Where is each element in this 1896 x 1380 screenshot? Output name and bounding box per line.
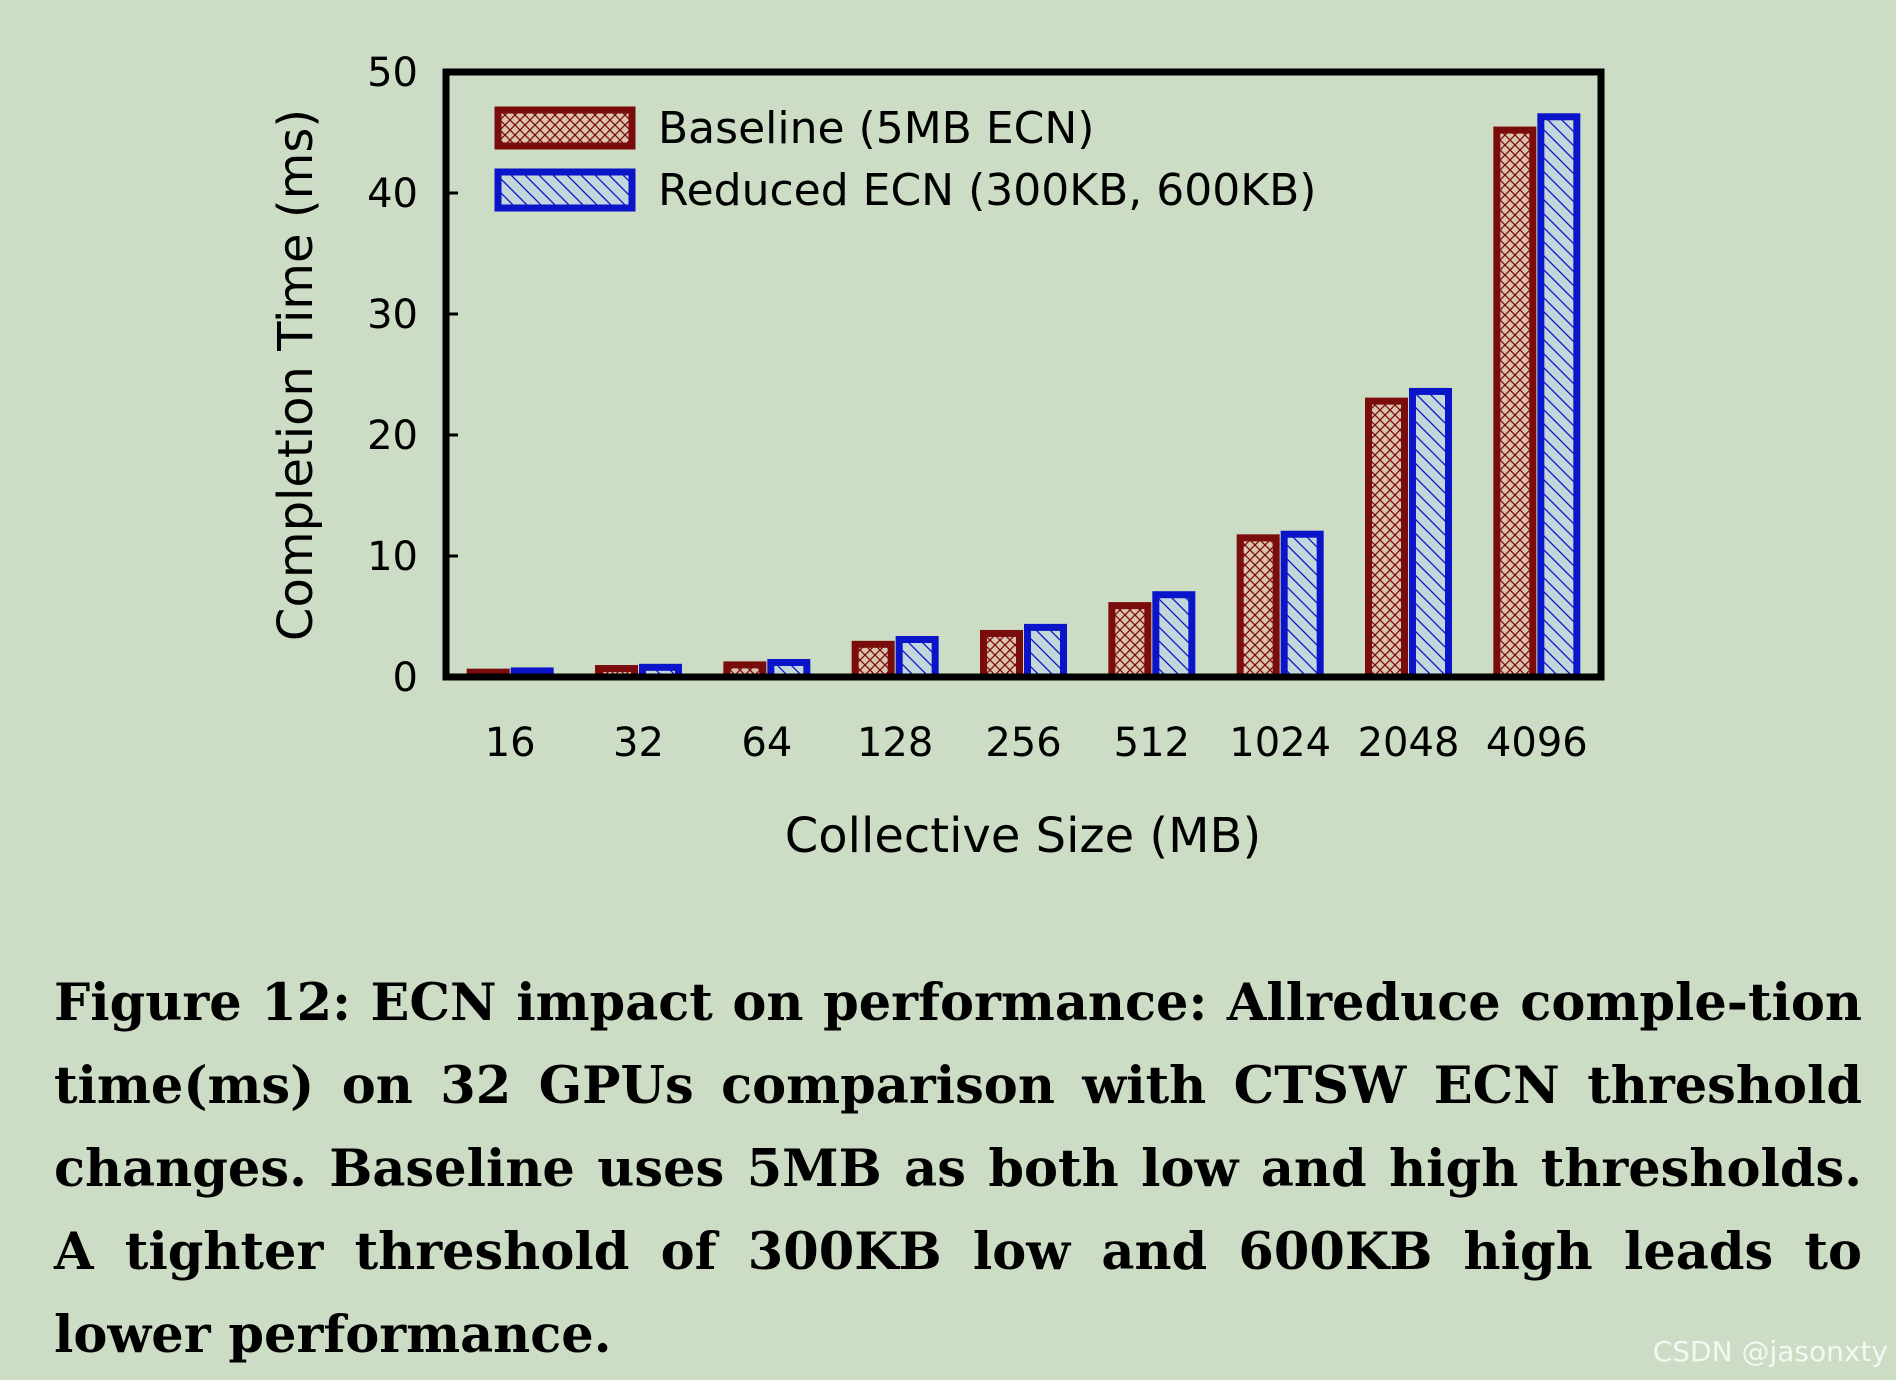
y-tick-label-50: 50 (367, 50, 418, 96)
bar-baseline-128 (851, 640, 895, 681)
x-tick-label-16: 16 (485, 720, 536, 766)
x-tick-label-4096: 4096 (1486, 720, 1588, 766)
bar-baseline-4096 (1493, 126, 1537, 681)
watermark: CSDN @jasonxty (1652, 1335, 1888, 1368)
y-tick-label-40: 40 (367, 171, 418, 217)
y-tick-label-10: 10 (367, 534, 418, 580)
x-tick-label-1024: 1024 (1229, 720, 1331, 766)
legend-label-baseline: Baseline (5MB ECN) (658, 103, 1094, 154)
x-tick-label-2048: 2048 (1358, 720, 1460, 766)
bar-baseline-256 (980, 629, 1023, 681)
x-tick-label-128: 128 (857, 720, 933, 766)
legend-swatch-reduced (494, 168, 636, 212)
bar-reduced-1024 (1280, 530, 1324, 681)
x-tick-label-64: 64 (741, 720, 792, 766)
y-tick-label-0: 0 (393, 655, 418, 701)
bar-baseline-1024 (1236, 534, 1280, 681)
x-axis: 16 32 64 128 256 512 1024 2048 4096 (485, 720, 1588, 766)
legend: Baseline (5MB ECN) Reduced ECN (300KB, 6… (494, 103, 1316, 216)
bar-reduced-4096 (1537, 113, 1581, 681)
legend-label-reduced: Reduced ECN (300KB, 600KB) (658, 165, 1316, 216)
x-tick-label-32: 32 (613, 720, 664, 766)
bar-baseline-2048 (1365, 397, 1408, 681)
legend-swatch-baseline (494, 106, 636, 150)
y-axis: 0 10 20 30 40 50 (367, 50, 458, 701)
y-tick-label-20: 20 (367, 413, 418, 459)
y-axis-label: Completion Time (ms) (268, 109, 324, 641)
bar-reduced-128 (895, 635, 939, 681)
x-axis-label: Collective Size (MB) (785, 808, 1261, 864)
figure-caption: Figure 12: ECN impact on performance: Al… (54, 973, 1862, 1365)
x-tick-label-256: 256 (985, 720, 1061, 766)
x-tick-label-512: 512 (1114, 720, 1190, 766)
bar-baseline-512 (1108, 602, 1152, 681)
y-tick-label-30: 30 (367, 292, 418, 338)
plot-frame (442, 68, 1605, 681)
bar-reduced-2048 (1409, 387, 1452, 681)
bar-reduced-256 (1024, 623, 1067, 681)
bar-reduced-512 (1152, 591, 1196, 681)
